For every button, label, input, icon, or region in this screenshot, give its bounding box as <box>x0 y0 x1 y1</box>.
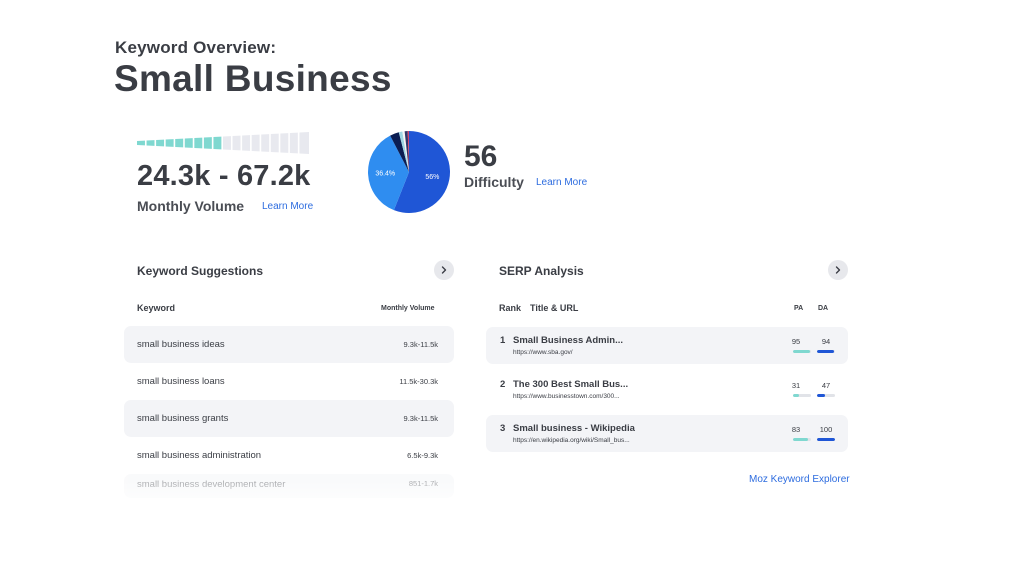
meter-segment-filled <box>194 137 203 149</box>
pie-slice <box>393 131 450 213</box>
volume-learn-more-link[interactable]: Learn More <box>262 201 314 212</box>
keyword-volume: 9.3k-11.5k <box>403 340 438 349</box>
difficulty-label: Difficulty <box>464 174 524 190</box>
keyword-volume: 9.3k-11.5k <box>403 414 438 423</box>
meter-segment-filled <box>175 138 184 148</box>
keyword-row[interactable]: small business development center 851-1.… <box>124 474 454 498</box>
domain-authority-value: 47 <box>821 381 831 390</box>
page-title: Small Business <box>114 58 392 99</box>
pie-slice <box>398 131 409 172</box>
pie-slice-label: 36.4% <box>375 171 395 178</box>
page-authority-value: 95 <box>791 337 801 346</box>
pie-slice <box>407 131 409 172</box>
keyword-row[interactable]: small business ideas 9.3k-11.5k <box>124 326 454 363</box>
meter-segment-empty <box>270 133 279 153</box>
column-header-rank: Rank <box>499 303 522 313</box>
serp-rank: 1 <box>500 335 506 346</box>
meter-segment-filled <box>184 138 193 148</box>
meter-segment-empty <box>299 132 309 154</box>
serp-analysis-title: SERP Analysis <box>499 264 584 278</box>
page-authority-bar <box>793 350 811 353</box>
chevron-right-icon <box>441 266 447 274</box>
keyword-volume: 6.5k-9.3k <box>407 451 438 460</box>
monthly-volume-label: Monthly Volume <box>137 198 245 214</box>
keyword-text: small business development center <box>137 479 286 490</box>
serp-url[interactable]: https://www.sba.gov/ <box>513 349 573 356</box>
page-authority-bar-fill <box>793 394 799 397</box>
volume-meter <box>137 132 309 154</box>
domain-authority-bar-fill <box>817 438 835 441</box>
serp-title[interactable]: Small Business Admin... <box>513 335 623 346</box>
serp-row[interactable]: 3 Small business - Wikipedia https://en.… <box>486 415 848 452</box>
pie-slice <box>404 131 409 172</box>
column-header-keyword: Keyword <box>137 303 176 313</box>
meter-segment-filled <box>165 139 174 147</box>
serp-title[interactable]: Small business - Wikipedia <box>513 423 635 434</box>
meter-segment-filled <box>213 136 222 150</box>
page-authority-bar <box>793 438 811 441</box>
meter-segment-empty <box>261 134 270 152</box>
meter-segment-filled <box>146 140 155 146</box>
difficulty-pie-chart: 56% 36.4% <box>367 130 451 214</box>
difficulty-value: 56 <box>464 140 498 173</box>
domain-authority-bar <box>817 394 835 397</box>
moz-keyword-explorer-link[interactable]: Moz Keyword Explorer <box>749 474 850 485</box>
difficulty-learn-more-link[interactable]: Learn More <box>536 177 588 188</box>
domain-authority-value: 94 <box>821 337 831 346</box>
keyword-volume: 11.5k-30.3k <box>399 377 438 386</box>
domain-authority-value: 100 <box>819 425 833 434</box>
column-header-title-url: Title & URL <box>530 303 579 313</box>
meter-segment-empty <box>251 134 260 152</box>
serp-rank: 3 <box>500 423 506 434</box>
serp-title[interactable]: The 300 Best Small Bus... <box>513 379 629 390</box>
keyword-suggestions-list: small business ideas 9.3k-11.5k small bu… <box>124 326 454 498</box>
meter-segment-filled <box>156 139 165 147</box>
meter-segment-filled <box>203 137 212 149</box>
page-authority-bar <box>793 394 811 397</box>
column-header-pa: PA <box>794 305 804 312</box>
serp-url[interactable]: https://en.wikipedia.org/wiki/Small_bus.… <box>513 437 630 444</box>
page-authority-value: 83 <box>791 425 801 434</box>
meter-segment-empty <box>289 132 298 154</box>
monthly-volume-value: 24.3k - 67.2k <box>137 160 311 192</box>
page-authority-bar-fill <box>793 350 811 353</box>
meter-segment-empty <box>223 136 231 150</box>
serp-url[interactable]: https://www.businesstown.com/300... <box>513 393 620 400</box>
domain-authority-bar-fill <box>817 350 834 353</box>
serp-row[interactable]: 1 Small Business Admin... https://www.sb… <box>486 327 848 364</box>
page-authority-value: 31 <box>791 381 801 390</box>
column-header-da: DA <box>818 305 829 312</box>
keyword-row[interactable]: small business grants 9.3k-11.5k <box>124 400 454 437</box>
pie-slice <box>390 132 409 172</box>
meter-segment-empty <box>232 135 241 151</box>
meter-segment-filled <box>137 140 145 146</box>
serp-next-button[interactable] <box>828 260 848 280</box>
suggestions-next-button[interactable] <box>434 260 454 280</box>
keyword-text: small business ideas <box>137 339 225 350</box>
domain-authority-bar-fill <box>817 394 826 397</box>
keyword-row[interactable]: small business loans 11.5k-30.3k <box>124 363 454 400</box>
serp-rank: 2 <box>500 379 506 390</box>
domain-authority-bar <box>817 438 835 441</box>
page-subtitle: Keyword Overview: <box>115 38 277 57</box>
column-header-monthly-volume: Monthly Volume <box>381 305 435 312</box>
meter-segment-empty <box>242 135 251 151</box>
keyword-row[interactable]: small business administration 6.5k-9.3k <box>124 437 454 474</box>
pie-slice-label: 56% <box>425 174 439 181</box>
meter-segment-empty <box>280 133 289 153</box>
keyword-text: small business grants <box>137 413 229 424</box>
pie-slice <box>402 131 409 172</box>
serp-row[interactable]: 2 The 300 Best Small Bus... https://www.… <box>486 371 848 408</box>
chevron-right-icon <box>835 266 841 274</box>
keyword-text: small business loans <box>137 376 225 387</box>
serp-results-list: 1 Small Business Admin... https://www.sb… <box>486 327 848 459</box>
keyword-text: small business administration <box>137 450 262 461</box>
keyword-suggestions-title: Keyword Suggestions <box>137 264 264 278</box>
page-authority-bar-fill <box>793 438 808 441</box>
domain-authority-bar <box>817 350 835 353</box>
keyword-volume: 851-1.7k <box>408 479 438 488</box>
pie-slice <box>368 135 409 211</box>
